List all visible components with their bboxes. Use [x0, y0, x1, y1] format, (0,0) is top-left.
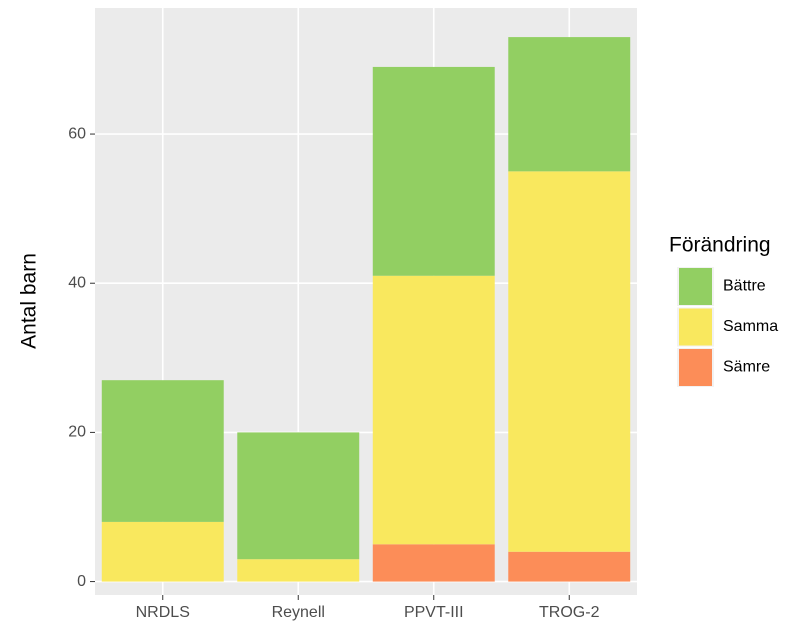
bar-segment [372, 275, 495, 545]
bar-segment [101, 380, 224, 522]
bar-segment [372, 66, 495, 276]
x-tick-label: PPVT-III [404, 604, 464, 621]
y-tick-label: 20 [68, 424, 86, 441]
x-tick-label: Reynell [272, 604, 325, 621]
bar-segment [508, 171, 631, 552]
bar-segment [372, 544, 495, 582]
y-tick-label: 60 [68, 125, 86, 142]
legend-label: Bättre [723, 278, 766, 295]
bar-segment [101, 521, 224, 582]
legend-label: Sämre [723, 359, 770, 376]
y-tick-label: 40 [68, 274, 86, 291]
legend-title: Förändring [669, 234, 771, 257]
legend-key [679, 268, 712, 305]
legend-key [679, 349, 712, 386]
y-tick-label: 0 [77, 573, 86, 590]
bar-segment [237, 432, 360, 560]
x-tick-label: TROG-2 [539, 604, 600, 621]
bar-segment [237, 559, 360, 582]
y-axis-title: Antal barn [18, 253, 41, 349]
bar-segment [508, 551, 631, 582]
legend-label: Samma [723, 318, 778, 335]
x-tick-label: NRDLS [136, 604, 190, 621]
bar-segment [508, 37, 631, 172]
legend-key [679, 308, 712, 346]
